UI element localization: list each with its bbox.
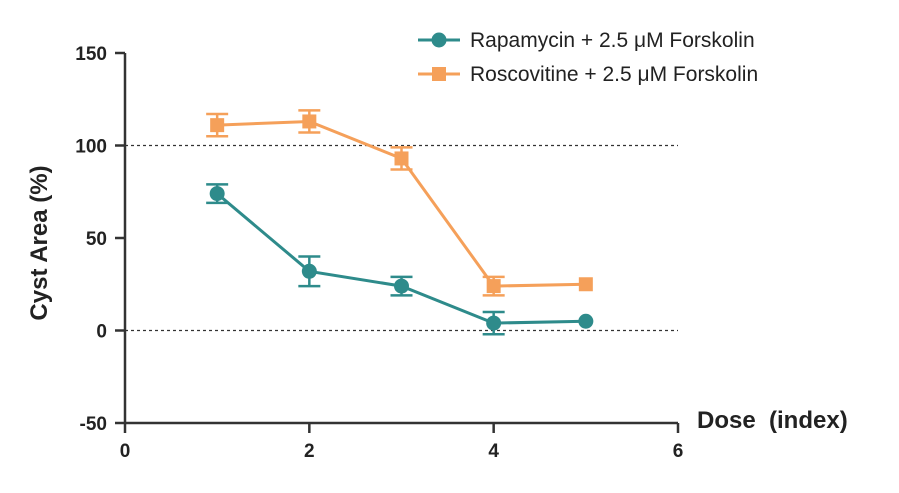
data-point-0-2 xyxy=(394,278,409,294)
x-tick-label-4: 4 xyxy=(488,441,499,462)
data-point-1-3 xyxy=(486,279,501,294)
x-tick-label-6: 6 xyxy=(673,441,684,462)
y-tick-label-0: 0 xyxy=(96,322,107,343)
axes xyxy=(115,51,680,433)
x-axis-title: Dose (index) xyxy=(697,407,848,434)
data-point-0-1 xyxy=(301,263,317,279)
tick-labels: 150 100 50 0 -50 0 2 4 6 xyxy=(75,44,683,462)
y-tick-label-100: 100 xyxy=(75,137,107,158)
data-point-1-2 xyxy=(394,151,409,166)
series-line-0 xyxy=(216,192,586,325)
y-tick-label--50: -50 xyxy=(80,414,107,435)
x-tick-label-0: 0 xyxy=(120,441,131,462)
legend-label-rapamycin: Rapamycin + 2.5 μM Forskolin xyxy=(470,29,755,52)
legend-item-roscovitine: Roscovitine + 2.5 μM Forskolin xyxy=(418,63,758,86)
series-0 xyxy=(206,183,594,336)
legend-marker-roscovitine xyxy=(432,67,446,81)
legend-label-roscovitine: Roscovitine + 2.5 μM Forskolin xyxy=(470,63,758,86)
y-tick-label-50: 50 xyxy=(86,229,107,250)
data-point-1-1 xyxy=(302,114,317,129)
series-1 xyxy=(206,109,593,297)
y-axis-title: Cyst Area (%) xyxy=(26,165,53,320)
data-point-1-4 xyxy=(578,277,593,292)
series-layer xyxy=(206,109,594,336)
data-point-0-4 xyxy=(578,313,594,329)
x-tick-label-2: 2 xyxy=(304,441,315,462)
legend-marker-rapamycin xyxy=(431,32,447,48)
legend-item-rapamycin: Rapamycin + 2.5 μM Forskolin xyxy=(418,29,755,52)
legend: Rapamycin + 2.5 μM Forskolin Roscovitine… xyxy=(418,29,758,86)
reference-lines xyxy=(125,144,678,332)
y-tick-label-150: 150 xyxy=(75,44,107,65)
data-point-0-0 xyxy=(209,186,225,202)
data-point-0-3 xyxy=(486,315,502,331)
data-point-1-0 xyxy=(210,118,225,133)
